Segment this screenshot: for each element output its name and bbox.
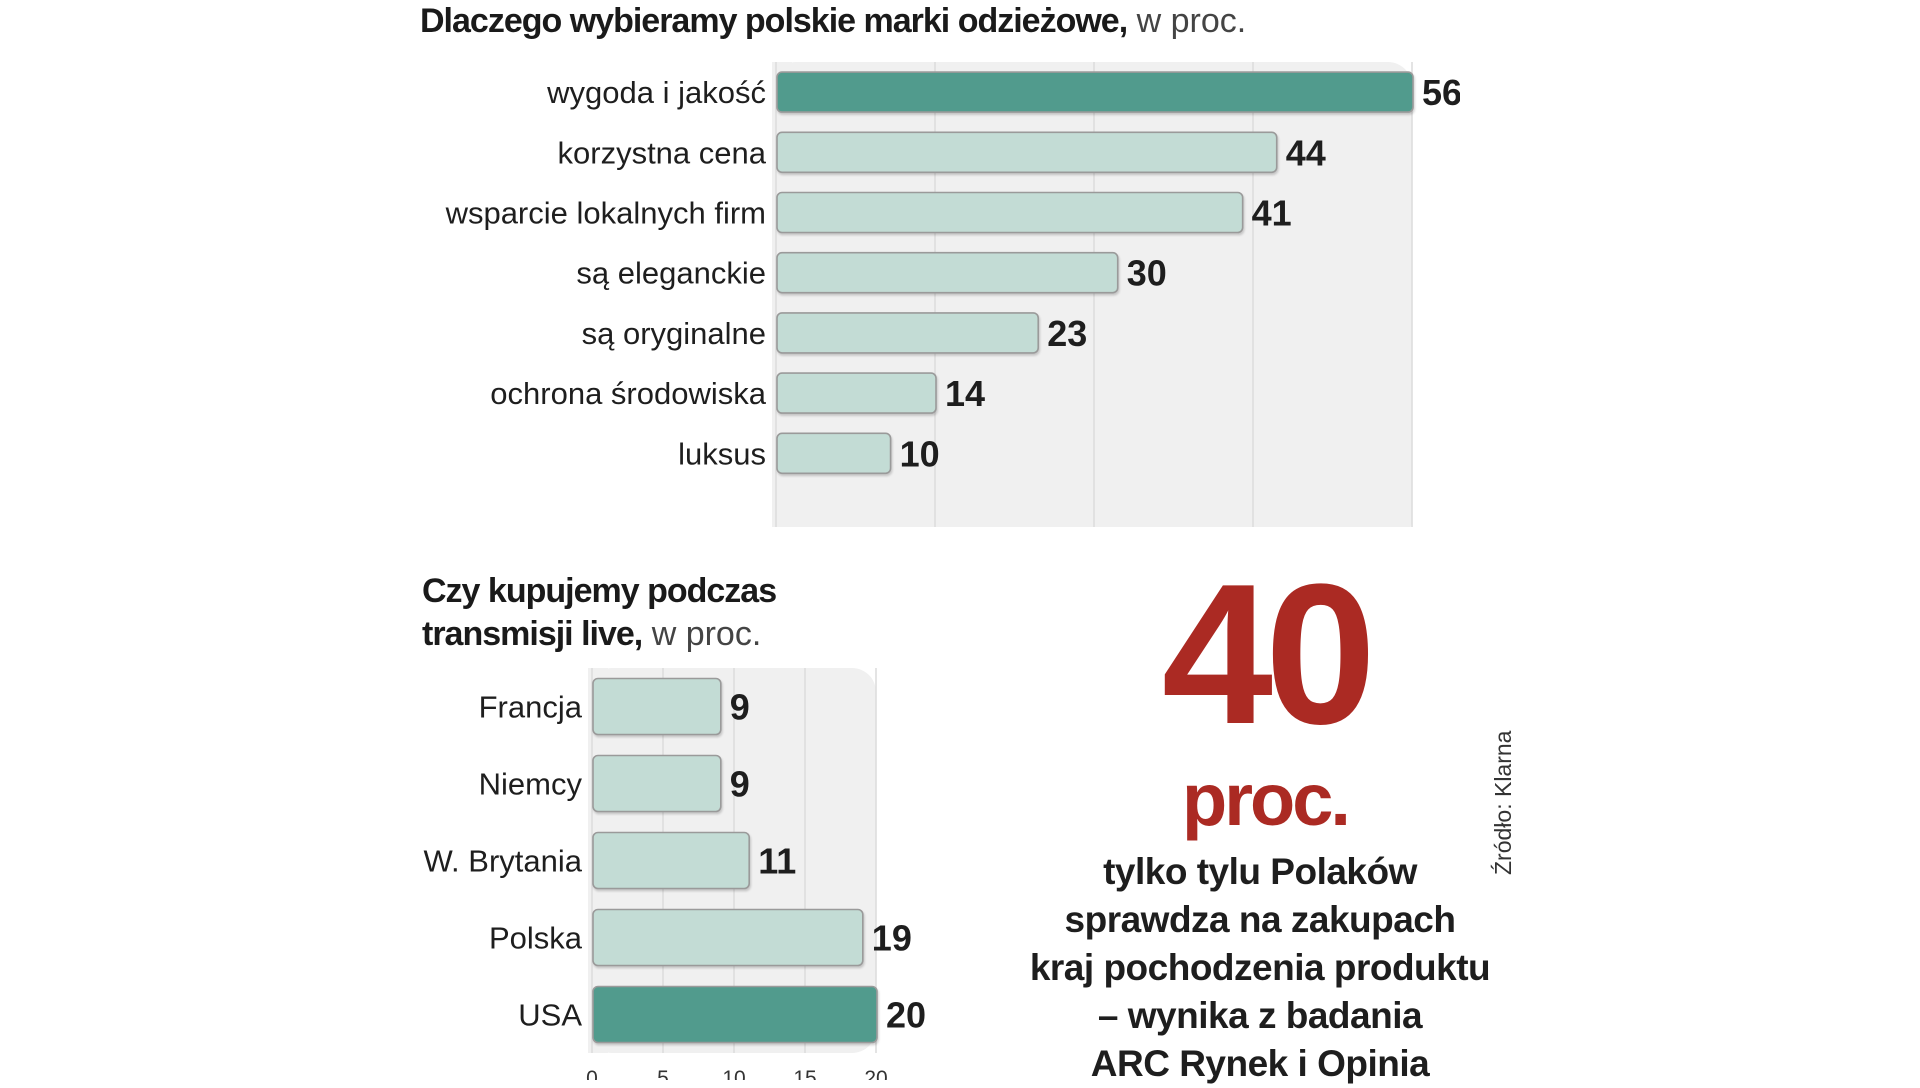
highlight-unit: proc. [1182,758,1351,841]
bar [776,251,1119,294]
chart2-title: Czy kupujemy podczas transmisji live, w … [422,570,777,656]
value-label: 41 [1252,193,1292,234]
chart1-title-main: Dlaczego wybieramy polskie marki odzieżo… [420,2,1128,40]
category-label: luksus [678,436,766,471]
chart1-title-unit: w proc. [1136,2,1247,40]
bar [776,191,1244,234]
highlight-line: kraj pochodzenia produktu [1029,947,1491,988]
highlight-line: tylko tylu Polaków [1103,851,1417,892]
value-label: 44 [1286,132,1326,173]
x-tick-label: 5 [657,1067,669,1080]
highlight-description: tylko tylu Polaków sprawdza na zakupach … [1010,848,1510,1088]
category-label: są oryginalne [582,316,766,351]
bar [592,677,722,736]
value-label: 11 [758,841,796,882]
chart2-title-line1: Czy kupujemy podczas [422,572,777,610]
category-label: W. Brytania [424,844,583,879]
chart1-title: Dlaczego wybieramy polskie marki odzieżo… [420,0,1246,43]
bar [592,831,750,890]
category-label: Polska [489,921,583,956]
chart2-live-shopping-bar-chart: 0 5 10 15 20 Francja 9 Niemcy 9 W. Brytania 11 Pols… [424,668,926,1080]
category-label: wsparcie lokalnych firm [445,196,766,231]
highlight-line: sprawdza na zakupach [1064,899,1456,940]
category-label: ochrona środowiska [490,376,766,411]
category-label: Francja [479,690,583,725]
x-tick-label: 10 [722,1067,745,1080]
category-label: Niemcy [479,767,583,802]
value-label: 30 [1127,253,1167,294]
value-label: 23 [1047,313,1087,354]
value-label: 19 [872,918,912,959]
category-label: USA [518,998,582,1033]
source-note: Źródło: Klarna [1490,730,1516,875]
chart2-title-line2: transmisji live, [422,615,643,653]
bar [776,71,1414,113]
bar [776,432,892,475]
chart2-title-unit: w proc. [651,615,762,653]
bar [592,754,722,813]
bar [776,312,1040,354]
highlight-line: – wynika z badania [1097,995,1423,1036]
value-label: 9 [730,687,750,728]
category-label: korzystna cena [558,135,767,170]
x-tick-label: 20 [864,1067,887,1080]
bar [776,131,1278,174]
category-label: są eleganckie [576,256,766,291]
value-label: 14 [945,373,985,414]
category-label: wygoda i jakość [546,75,766,110]
x-tick-label: 0 [586,1067,598,1080]
x-tick-label: 15 [793,1067,816,1080]
bar [592,985,878,1044]
value-label: 20 [886,995,926,1036]
value-label: 9 [730,764,750,805]
highlight-number: 40 [1161,543,1376,766]
value-label: 10 [900,433,940,474]
highlight-line: ARC Rynek i Opinia [1090,1043,1430,1084]
bar [592,908,864,967]
value-label: 56 [1422,72,1460,113]
bar [776,372,937,414]
